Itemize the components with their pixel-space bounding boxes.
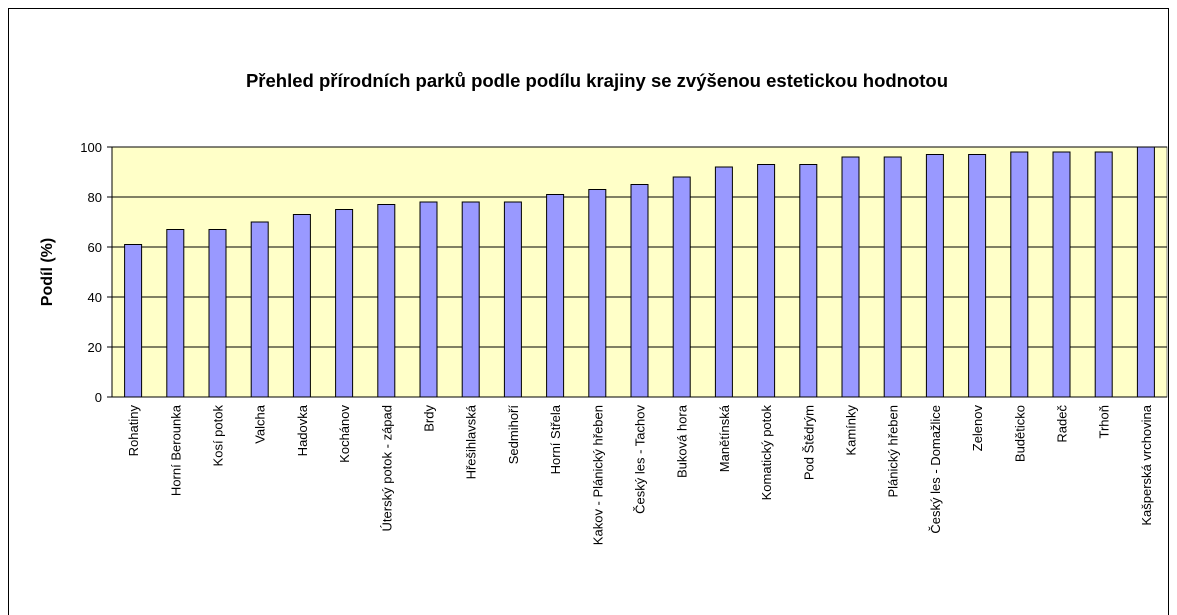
- x-tick-label: Buková hora: [675, 404, 690, 478]
- bar: [672, 176, 691, 398]
- chart-title: Přehled přírodních parků podle podílu kr…: [245, 70, 949, 91]
- x-tick-label: Zelenov: [970, 405, 985, 452]
- bar: [1136, 146, 1155, 398]
- x-tick-label: Český les - Tachov: [633, 405, 648, 514]
- chart-border: [8, 8, 1169, 615]
- y-tick-label: 60: [88, 240, 102, 255]
- bar: [461, 201, 480, 398]
- x-tick-label: Trhoň: [1097, 405, 1112, 438]
- x-tick-label: Komatický potok: [759, 405, 774, 501]
- bar: [925, 154, 944, 398]
- x-tick-label: Horní Berounka: [168, 404, 183, 496]
- y-tick-label: 0: [95, 390, 102, 405]
- bar: [377, 204, 396, 398]
- bar: [124, 244, 143, 398]
- bar: [1010, 151, 1029, 398]
- x-tick-label: Radeč: [1055, 405, 1070, 443]
- bar: [250, 221, 269, 398]
- x-tick-label: Pod Štědrým: [801, 405, 816, 480]
- bar: [292, 214, 311, 398]
- x-tick-label: Valcha: [253, 404, 268, 444]
- x-tick-label: Český les - Domažlice: [928, 405, 943, 534]
- x-tick-label: Kochánov: [337, 405, 352, 463]
- x-tick-label: Úterský potok - západ: [379, 405, 394, 531]
- bar: [335, 209, 354, 398]
- y-tick-label: 20: [88, 340, 102, 355]
- bar: [419, 201, 438, 398]
- bar: [166, 229, 185, 398]
- bar: [208, 229, 227, 398]
- x-tick-label: Kosí potok: [211, 405, 226, 467]
- bar: [968, 154, 987, 398]
- x-tick-label: Plánický hřeben: [886, 405, 901, 498]
- x-tick-label: Kakov - Plánický hřeben: [590, 405, 605, 545]
- bar: [588, 189, 607, 398]
- x-tick-label: Hadovka: [295, 404, 310, 456]
- x-tick-label: Kašperská vrchovina: [1139, 404, 1154, 525]
- bar: [757, 164, 776, 398]
- x-tick-label: Sedmihoří: [506, 405, 521, 465]
- bar: [546, 194, 565, 398]
- x-tick-label: Brdy: [422, 405, 437, 432]
- x-tick-label: Buděticko: [1012, 405, 1027, 462]
- bar: [883, 156, 902, 398]
- x-tick-label: Kamínky: [844, 405, 859, 456]
- y-tick-label: 100: [80, 140, 102, 155]
- bar: [841, 156, 860, 398]
- bar: [630, 184, 649, 398]
- x-tick-label: Hřešihlavská: [464, 404, 479, 479]
- bar: [503, 201, 522, 398]
- bar: [714, 166, 733, 398]
- bar: [1094, 151, 1113, 398]
- y-axis-label: Podíl (%): [39, 238, 56, 306]
- x-tick-label: Manětínská: [717, 404, 732, 472]
- x-tick-label: Rohatiny: [126, 405, 141, 457]
- bar: [799, 164, 818, 398]
- y-tick-label: 80: [88, 190, 102, 205]
- y-tick-label: 40: [88, 290, 102, 305]
- x-tick-label: Horní Střela: [548, 404, 563, 474]
- bar: [1052, 151, 1071, 398]
